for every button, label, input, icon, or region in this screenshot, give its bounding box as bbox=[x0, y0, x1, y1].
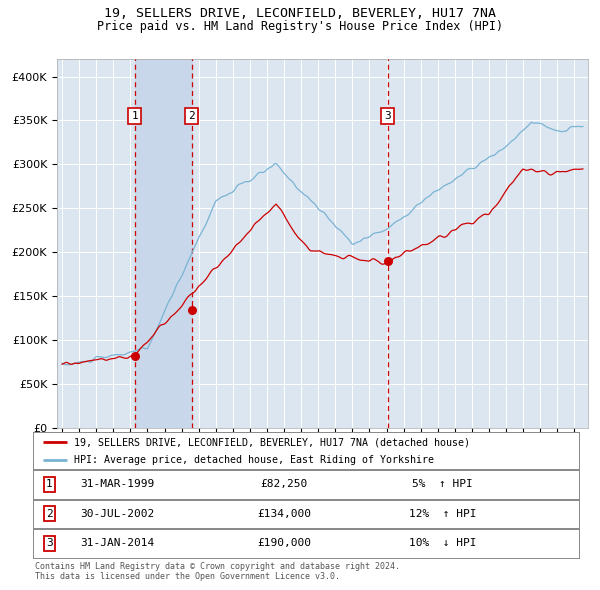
Text: Price paid vs. HM Land Registry's House Price Index (HPI): Price paid vs. HM Land Registry's House … bbox=[97, 20, 503, 33]
Text: This data is licensed under the Open Government Licence v3.0.: This data is licensed under the Open Gov… bbox=[35, 572, 340, 581]
Text: 30-JUL-2002: 30-JUL-2002 bbox=[80, 509, 155, 519]
Text: 31-MAR-1999: 31-MAR-1999 bbox=[80, 480, 155, 489]
Text: HPI: Average price, detached house, East Riding of Yorkshire: HPI: Average price, detached house, East… bbox=[74, 455, 434, 465]
Text: 10%  ↓ HPI: 10% ↓ HPI bbox=[409, 539, 476, 548]
Text: 1: 1 bbox=[131, 111, 138, 121]
Text: 5%  ↑ HPI: 5% ↑ HPI bbox=[412, 480, 473, 489]
Text: 2: 2 bbox=[46, 509, 53, 519]
Text: £82,250: £82,250 bbox=[260, 480, 308, 489]
Text: 3: 3 bbox=[385, 111, 391, 121]
Text: 19, SELLERS DRIVE, LECONFIELD, BEVERLEY, HU17 7NA: 19, SELLERS DRIVE, LECONFIELD, BEVERLEY,… bbox=[104, 7, 496, 20]
Text: £190,000: £190,000 bbox=[257, 539, 311, 548]
Text: £134,000: £134,000 bbox=[257, 509, 311, 519]
Point bbox=[187, 306, 196, 315]
Text: 19, SELLERS DRIVE, LECONFIELD, BEVERLEY, HU17 7NA (detached house): 19, SELLERS DRIVE, LECONFIELD, BEVERLEY,… bbox=[74, 437, 470, 447]
Text: 1: 1 bbox=[46, 480, 53, 489]
Point bbox=[383, 256, 392, 266]
Bar bbox=[134, 59, 191, 428]
Text: 3: 3 bbox=[46, 539, 53, 548]
Text: Contains HM Land Registry data © Crown copyright and database right 2024.: Contains HM Land Registry data © Crown c… bbox=[35, 562, 400, 571]
Text: 12%  ↑ HPI: 12% ↑ HPI bbox=[409, 509, 476, 519]
Text: 31-JAN-2014: 31-JAN-2014 bbox=[80, 539, 155, 548]
Point bbox=[130, 351, 139, 360]
Text: 2: 2 bbox=[188, 111, 195, 121]
